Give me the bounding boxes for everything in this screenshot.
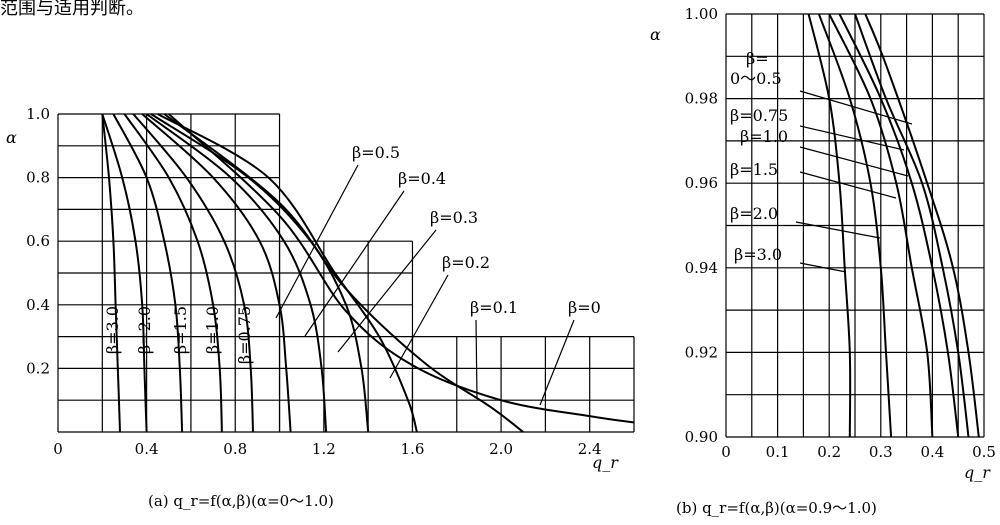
y-tick-label: 0.2 <box>26 359 50 377</box>
curve-a-1 <box>101 113 148 433</box>
y-tick-label: 0.4 <box>26 296 50 314</box>
curve-a-5 <box>141 113 292 433</box>
leader-line <box>799 125 905 151</box>
chart-a-x-ticks: 0 0.4 0.8 1.2 1.6 2.0 2.4 <box>53 440 601 458</box>
series-label: β=1.0 <box>203 306 222 354</box>
leader-line <box>304 190 405 337</box>
chart-b-ylabel: α <box>650 25 661 44</box>
y-tick-label: 0.94 <box>685 259 718 277</box>
y-tick-label: 0.6 <box>26 232 50 250</box>
leader-line <box>389 274 449 379</box>
y-tick-label: 0.92 <box>685 343 718 361</box>
curve-b-2 <box>828 13 934 438</box>
y-tick-label: 0.96 <box>685 174 718 192</box>
curve-b-3 <box>838 13 960 438</box>
chart-a-y-ticks: 0.2 0.4 0.6 0.8 1.0 <box>26 105 50 377</box>
chart-a-curves <box>101 113 635 433</box>
x-tick-label: 2.4 <box>578 440 602 458</box>
x-tick-label: 0.3 <box>869 443 893 461</box>
series-label: β=0.3 <box>430 208 478 227</box>
chart-b-y-ticks: 0.90 0.92 0.94 0.96 0.98 1.00 <box>685 5 718 446</box>
leader-line <box>799 90 913 125</box>
x-tick-label: 0.4 <box>920 443 944 461</box>
leader-line <box>799 262 847 273</box>
x-tick-label: 0.5 <box>972 443 996 461</box>
chart-a-ylabel: α <box>6 128 17 147</box>
x-tick-label: 0 <box>53 440 63 458</box>
curve-a-4 <box>132 113 254 433</box>
series-label: β=1.5 <box>171 306 190 354</box>
leader-line <box>337 229 437 353</box>
chart-a: 0 0.4 0.8 1.2 1.6 2.0 2.4 0.2 0.4 0.6 0.8 1.0 β=3.… <box>6 105 635 510</box>
series-label: β=3.0 <box>103 306 122 354</box>
leader-line <box>799 171 897 199</box>
curve-b-4 <box>854 13 970 438</box>
series-label: β=2.0 <box>730 204 778 223</box>
series-label: β=2.0 <box>135 306 154 354</box>
curve-a-2 <box>112 113 184 433</box>
series-label: β=0.1 <box>470 298 518 317</box>
x-tick-label: 0.1 <box>766 443 790 461</box>
x-tick-label: 0 <box>721 443 731 461</box>
chart-b-x-ticks: 0 0.1 0.2 0.3 0.4 0.5 <box>721 443 996 461</box>
chart-b-leader-lines <box>795 90 913 273</box>
chart-b: 0 0.1 0.2 0.3 0.4 0.5 0.90 0.92 0.94 0.96 0.98 1.0… <box>650 5 996 517</box>
leader-line <box>539 319 575 406</box>
series-label: β=0.75 <box>730 106 788 125</box>
y-tick-label: 0.90 <box>685 428 718 446</box>
series-label: β=3.0 <box>734 245 782 264</box>
leader-line <box>475 319 478 399</box>
series-label: β=1.0 <box>740 127 788 146</box>
curve-b-5 <box>864 13 980 438</box>
header-text-fragment: 范围与适用判断。 <box>0 0 144 19</box>
chart-b-series-labels: β=0～0.5 β=0.75 β=1.0 β=1.5 β=2.0 β=3.0 <box>730 49 788 264</box>
y-tick-label: 0.8 <box>26 169 50 187</box>
curve-a-10 <box>168 113 635 424</box>
series-label: β=1.5 <box>730 160 778 179</box>
x-tick-label: 0.4 <box>135 440 159 458</box>
series-label: β=0.75 <box>235 306 254 364</box>
series-label: β=0.5 <box>352 143 400 162</box>
chart-a-xlabel: q_r <box>592 453 619 472</box>
x-tick-label: 0.8 <box>223 440 247 458</box>
curve-b-0 <box>807 13 852 438</box>
x-tick-label: 1.6 <box>401 440 425 458</box>
series-label: 0～0.5 <box>730 69 782 88</box>
chart-b-caption: (b) q_r=f(α,β)(α=0.9～1.0) <box>676 499 877 517</box>
leader-line <box>799 146 909 177</box>
curve-a-3 <box>123 113 223 433</box>
series-label: β= <box>746 49 769 68</box>
leader-line <box>275 164 359 319</box>
y-tick-label: 1.0 <box>26 105 50 123</box>
curve-a-9 <box>163 113 524 433</box>
series-label: β=0.2 <box>442 253 490 272</box>
leader-line <box>795 221 881 239</box>
chart-a-series-labels: β=3.0 β=2.0 β=1.5 β=1.0 β=0.75 β=0.5 β=0.4 β=0.… <box>103 143 601 364</box>
y-tick-label: 0.98 <box>685 90 718 108</box>
chart-b-curves <box>807 13 980 438</box>
series-label: β=0 <box>568 298 601 317</box>
x-tick-label: 0.2 <box>817 443 841 461</box>
curve-b-1 <box>817 13 893 438</box>
curve-a-0 <box>101 113 121 433</box>
x-tick-label: 2.0 <box>489 440 513 458</box>
chart-a-caption: (a) q_r=f(α,β)(α=0～1.0) <box>148 492 334 510</box>
y-tick-label: 1.00 <box>685 5 718 23</box>
chart-a-leader-lines <box>275 164 575 406</box>
chart-b-xlabel: q_r <box>964 463 991 482</box>
curve-a-6 <box>145 113 328 433</box>
series-label: β=0.4 <box>398 169 446 188</box>
x-tick-label: 1.2 <box>312 440 336 458</box>
